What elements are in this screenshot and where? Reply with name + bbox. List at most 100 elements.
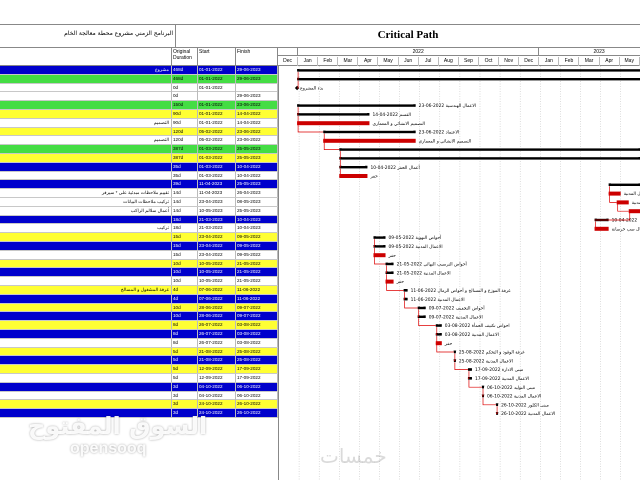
activity-finish: 25-08-2022 (236, 347, 278, 356)
table-row[interactable]: 387d 01-03-2022 25-05-2023 (0, 145, 278, 154)
bar-start-cap (373, 236, 376, 239)
table-row[interactable]: 3d 04-10-2022 06-10-2022 (0, 382, 278, 392)
table-row[interactable]: 120d 05-02-2022 23-06-2022 (0, 127, 278, 137)
activity-name (0, 110, 172, 118)
activity-duration: 18d (172, 224, 198, 233)
table-row[interactable]: 10d 10-05-2022 21-05-2022 (0, 277, 278, 286)
activity-start: 01-01-2022 (198, 83, 236, 92)
activity-name (0, 330, 172, 338)
table-row[interactable]: 18d 21-03-2023 10-04-2023 (0, 215, 278, 225)
table-row[interactable]: أعمال سلالم الراكب 14d 10-05-2023 25-05-202… (0, 206, 278, 216)
table-row[interactable]: 10d 10-05-2022 21-05-2022 (0, 268, 278, 278)
table-row[interactable]: 387d 01-03-2022 25-05-2023 (0, 154, 278, 163)
table-row[interactable]: 8d 26-07-2022 03-08-2022 (0, 321, 278, 330)
table-row[interactable]: 5d 12-09-2022 17-09-2022 (0, 365, 278, 374)
table-row[interactable]: تركيب 18d 21-03-2023 10-04-2023 (0, 224, 278, 234)
table-row[interactable]: 10d 28-06-2022 09-07-2022 (0, 312, 278, 322)
table-row[interactable]: مشروع 468d 01-01-2022 29-06-2023 (0, 66, 278, 75)
bar-label: التصميم الانشائي و المعماري (372, 122, 425, 127)
dependency-link (482, 397, 497, 406)
gantt-bar (403, 298, 408, 301)
table-row[interactable]: 15d 23-04-2022 09-05-2022 (0, 242, 278, 251)
table-row[interactable]: 5d 21-08-2022 25-08-2022 (0, 347, 278, 357)
table-row[interactable]: 10d 28-06-2022 09-07-2022 (0, 303, 278, 313)
column-duration-header[interactable]: Original Duration (172, 48, 198, 66)
activity-name (0, 365, 172, 374)
activity-duration: 0d (172, 92, 198, 101)
activity-name (0, 303, 172, 312)
bar-start-cap (467, 368, 471, 371)
activity-name (0, 268, 172, 277)
activity-start: 04-10-2022 (198, 391, 236, 400)
activity-name (0, 180, 172, 189)
bar-end-cap (495, 403, 499, 407)
dependency-link (385, 274, 387, 282)
activity-finish: 25-05-2023 (236, 154, 278, 162)
dependency-link (297, 71, 299, 80)
activity-duration: 10d (172, 259, 198, 268)
column-name-header[interactable] (0, 48, 172, 66)
activity-start: 28-06-2022 (198, 312, 236, 321)
bar-start-cap (608, 183, 612, 187)
activity-start: 26-07-2022 (198, 338, 236, 347)
activity-start: 28-06-2022 (198, 303, 236, 312)
table-row[interactable]: 90d 01-01-2022 14-04-2022 (0, 110, 278, 119)
activity-name (0, 233, 172, 242)
table-row[interactable]: 3d 24-10-2022 26-10-2022 (0, 409, 278, 418)
watermark-site: خمسات (320, 444, 387, 468)
table-row[interactable]: 15d 23-04-2022 09-05-2022 (0, 250, 278, 260)
activity-finish: 23-06-2022 (236, 136, 278, 145)
column-finish-header[interactable]: Finish (236, 48, 278, 66)
table-row[interactable]: غرفة المشغول و المسالخ 4d 07-06-2022 11-06-… (0, 286, 278, 295)
activity-start: 24-10-2022 (198, 409, 236, 418)
bar-label: 03-08-2022 الاعمال المدنية (445, 332, 499, 338)
table-row[interactable]: 35d 01-03-2022 10-04-2022 (0, 171, 278, 181)
table-row[interactable]: 150d 01-01-2022 23-06-2022 (0, 101, 278, 110)
bar-end-cap (365, 165, 368, 169)
table-row[interactable]: 10d 10-05-2022 21-05-2022 (0, 259, 278, 269)
activity-finish: 10-04-2023 (236, 215, 278, 224)
gantt-bar (628, 209, 640, 214)
table-row[interactable]: 8d 26-07-2022 03-08-2022 (0, 338, 278, 348)
table-row[interactable]: 35d 01-03-2022 10-04-2022 (0, 162, 278, 172)
table-row[interactable]: 39d 11-04-2023 25-05-2023 (0, 180, 278, 190)
table-row[interactable]: 15d 23-04-2022 09-05-2022 (0, 233, 278, 242)
table-row[interactable]: 4d 07-06-2022 11-06-2022 (0, 294, 278, 304)
gantt-bar (373, 253, 386, 258)
activity-start: 10-05-2022 (198, 268, 236, 277)
table-row[interactable]: 3d 04-10-2022 06-10-2022 (0, 391, 278, 401)
activity-finish: 09-07-2022 (236, 303, 278, 312)
dependency-link (435, 327, 438, 335)
activity-finish: 08-05-2023 (236, 198, 278, 206)
activity-duration: 35d (172, 162, 198, 171)
bar-label: 21-05-2022 الاعمال المدنية (397, 270, 451, 276)
table-row[interactable]: 5d 12-09-2022 17-09-2022 (0, 374, 278, 383)
timeline-month: May (620, 57, 640, 66)
activity-start: 01-01-2022 (198, 101, 236, 110)
table-row[interactable]: 0d 29-06-2023 (0, 92, 278, 102)
title-bar: البرنامج الزمني مشروع محطة معالجة الخام … (0, 24, 640, 48)
table-row[interactable]: 3d 24-10-2022 26-10-2022 (0, 400, 278, 410)
timeline-month: May (379, 57, 399, 66)
bar-start-cap (297, 69, 300, 72)
activity-finish: 21-05-2022 (236, 277, 278, 286)
activity-duration: 120d (172, 127, 198, 136)
table-row[interactable]: تقييم ملاحظات مبدئية على * سيرفر 14d 11-04… (0, 189, 278, 198)
activity-start: 23-04-2022 (198, 250, 236, 259)
table-row[interactable]: 0d 01-01-2022 (0, 83, 278, 93)
table-row[interactable]: 8d 26-07-2022 03-08-2022 (0, 330, 278, 339)
activity-start: 01-01-2022 (198, 110, 236, 118)
gantt-bar (297, 69, 640, 72)
table-row[interactable]: 468d 01-01-2022 29-06-2023 (0, 74, 278, 84)
column-start-header[interactable]: Start (198, 48, 236, 66)
activity-finish: 09-05-2022 (236, 250, 278, 259)
table-row[interactable]: التصميم 90d 01-01-2022 14-04-2022 (0, 118, 278, 128)
activity-duration: 90d (172, 110, 198, 118)
table-row[interactable]: تركيب ملاحظات البيانات 14d 23-04-2023 08-05… (0, 198, 278, 207)
activity-duration: 18d (172, 215, 198, 224)
bar-label: 10-04-2022 (612, 218, 638, 224)
activity-start: 23-04-2022 (198, 242, 236, 250)
table-row[interactable]: التصميم 120d 05-02-2022 23-06-2022 (0, 136, 278, 146)
activity-duration: 3d (172, 382, 198, 391)
table-row[interactable]: 5d 21-08-2022 25-08-2022 (0, 356, 278, 366)
